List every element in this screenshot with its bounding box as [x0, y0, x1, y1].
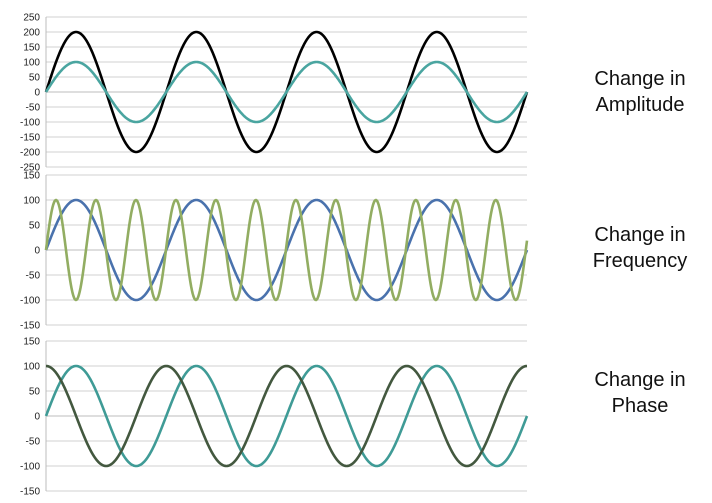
- caption-amplitude: Change in Amplitude: [565, 66, 712, 118]
- caption-amplitude-line-1: Change in: [594, 68, 686, 90]
- y-tick-label: 200: [23, 28, 40, 39]
- y-tick-label: -200: [20, 148, 40, 159]
- y-tick-label: 100: [23, 196, 40, 207]
- y-tick-label: 0: [34, 246, 40, 257]
- caption-phase: Change in Phase: [565, 367, 712, 419]
- y-tick-label: 50: [29, 221, 41, 232]
- series-line: [44, 364, 529, 468]
- y-tick-label: -150: [20, 133, 40, 144]
- series-line: [44, 60, 529, 124]
- y-tick-label: -100: [20, 462, 40, 473]
- caption-frequency-line-2: Frequency: [592, 250, 688, 272]
- y-tick-label: -50: [26, 103, 41, 114]
- y-tick-label: -50: [26, 437, 41, 448]
- y-tick-label: -150: [20, 321, 40, 332]
- y-tick-label: 250: [23, 13, 40, 24]
- caption-frequency-line-1: Change in: [594, 224, 686, 246]
- caption-amplitude-line-2: Amplitude: [595, 94, 685, 116]
- caption-phase-line-1: Change in: [594, 369, 686, 391]
- y-tick-label: 150: [23, 171, 40, 182]
- y-tick-label: 0: [34, 88, 40, 99]
- y-tick-label: 150: [23, 337, 40, 348]
- series-line: [45, 364, 528, 468]
- y-tick-label: -50: [26, 271, 41, 282]
- y-tick-label: -100: [20, 118, 40, 129]
- y-tick-label: 0: [34, 412, 40, 423]
- y-tick-label: -150: [20, 487, 40, 498]
- y-tick-label: -100: [20, 296, 40, 307]
- y-tick-label: -250: [20, 163, 40, 174]
- caption-phase-line-2: Phase: [611, 395, 669, 417]
- series-line: [44, 198, 529, 302]
- caption-frequency: Change in Frequency: [565, 222, 712, 274]
- y-tick-label: 50: [29, 387, 41, 398]
- y-tick-label: 100: [23, 362, 40, 373]
- y-tick-label: 100: [23, 58, 40, 69]
- y-tick-label: 50: [29, 73, 41, 84]
- y-tick-label: 150: [23, 43, 40, 54]
